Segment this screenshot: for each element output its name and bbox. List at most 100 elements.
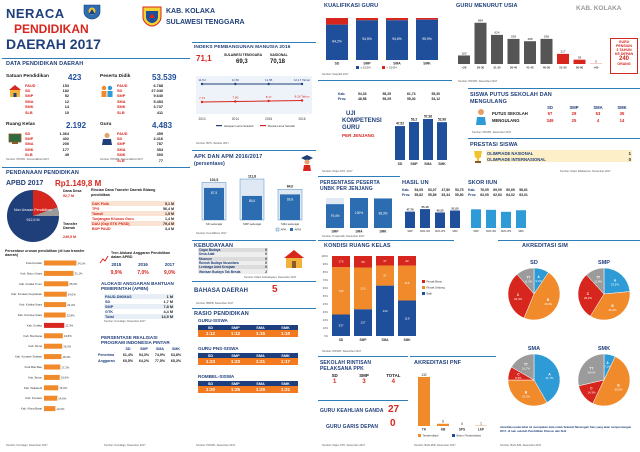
pie-center-label: Non Urusan Pendidikan	[14, 208, 52, 212]
score-cell: 64,02	[506, 192, 515, 197]
kondisi-y-tick: 20%	[323, 318, 329, 322]
kualifikasi-source: Sumber: Dapodik 2017	[322, 73, 349, 76]
apk-legend-swatch	[275, 227, 280, 232]
hbar-label: Kab. Konawe Selatan	[15, 355, 42, 359]
hbar-value-label: 17,2%	[61, 365, 69, 369]
transfer-label: Transfer Daerah	[63, 222, 78, 230]
kv-key: DAK Fisik	[92, 201, 109, 206]
akreditasi-slice-label: C	[590, 387, 593, 391]
kondisi-title: KONDISI RUANG KELAS	[324, 243, 391, 249]
ipm-legend-harapan-swatch	[216, 125, 222, 127]
rasio-header-cell: SD	[207, 381, 214, 386]
putus-cell: 29	[571, 111, 577, 116]
kv-value: 0	[265, 265, 267, 270]
rombel-table: SD SMP SMA SMK 1:20 1:25 1:29 1:21	[198, 381, 298, 393]
pnf-legend-swatch-1	[418, 434, 421, 437]
akreditasi-slice-label: B	[525, 390, 528, 394]
kondisi-sedang-label: 57	[383, 274, 387, 278]
kv-key: SMP	[25, 137, 34, 142]
apm-value-label: 65,6	[249, 199, 255, 203]
sad-student-icon	[474, 108, 488, 126]
kv-value: 4,4 M	[163, 309, 174, 314]
rasio-header: SD SMP SMA SMK	[198, 325, 298, 330]
pendanaan-source: Sumber: Kemdagri, Desember 2017	[6, 444, 48, 447]
guru-siswa-title: GURU-SISWA	[198, 318, 228, 323]
score-row-label: Prov.	[468, 192, 477, 197]
hbar-bar	[44, 364, 61, 370]
rintisan-header-cell: TOTAL	[386, 372, 401, 378]
usia-value-label: 183	[461, 51, 466, 55]
satuan-block: Satuan Pendidikan 423 PAUD 153 SD 182 SMP 52 S…	[6, 73, 96, 118]
hbar-label: Kab. Muna	[28, 344, 42, 348]
uji-title-3: GURU	[342, 125, 360, 131]
kv-row: SMK 14	[24, 105, 70, 110]
kv-row: PAUD 6.788	[116, 83, 164, 88]
kv-value: 49	[64, 153, 69, 158]
rasio-row: 1:20 1:25 1:29 1:21	[198, 386, 298, 393]
hbar-label: Kab. Muna Barat	[21, 407, 42, 411]
kv-key: SMP	[117, 142, 126, 147]
kv-row: SMP 9.640	[116, 94, 164, 99]
kondisi-rusak-bar	[398, 256, 416, 266]
kondisi-baik-label: 337	[338, 323, 343, 327]
kv-value: 0	[265, 248, 267, 253]
prestasi-rows: OLIMPIADE NASIONAL 1 OLIMPIADE INTERNASION…	[486, 150, 632, 162]
usia-bar	[458, 55, 470, 64]
usia-bar	[524, 41, 536, 64]
kv-value: 77	[158, 158, 163, 163]
kv-key: SMK	[117, 153, 126, 158]
putus-table: SD SMP SMA SMK PUTUS SEKOLAH 57 29 53 35 MENGULAN…	[492, 104, 638, 124]
kv-key: Desa Adat	[199, 252, 215, 257]
akreditasi-slice-value: 11,8%	[594, 279, 602, 283]
rintisan-header: SD SMP TOTAL	[320, 372, 408, 378]
kualifikasi-category: SMA	[393, 62, 401, 66]
kv-value: 2	[265, 269, 267, 274]
apm-legend: APM	[295, 228, 302, 232]
kondisi-y-tick: 50%	[323, 294, 329, 298]
kv-row: Cagar Budaya 0	[198, 248, 268, 253]
kondisi-panel: KONDISI RUANG KELAS	[318, 240, 454, 356]
kondisi-sedang-bar	[332, 267, 350, 315]
kv-row: SLB 49	[24, 153, 70, 158]
ipm-title: INDEKS PEMBANGUNAN MANUSIA 2016	[194, 45, 291, 50]
kv-row: OLIMPIADE INTERNASIONAL 0	[486, 156, 632, 162]
kondisi-rusak-bar	[332, 256, 350, 268]
tren-icon	[99, 251, 109, 264]
kv-row: SLB 10	[24, 110, 70, 115]
usia-value-label: 217	[560, 50, 565, 54]
akreditasi-slice-value: 29,4%	[584, 296, 592, 300]
realisasi-source: Sumber: Kemdagri, Desember 2017	[104, 444, 146, 447]
pensiun-note-5: 240	[618, 56, 629, 62]
pnf-bar	[437, 423, 449, 426]
kebudayaan-rows: Cagar Budaya 0 Desa Adat 0 Museum 0 Rumah Buda…	[198, 248, 268, 274]
ipm-point-rerata	[267, 99, 270, 103]
hbar-bar	[44, 281, 69, 287]
kv-value: 402	[62, 137, 69, 142]
kv-key: SMA	[25, 142, 34, 147]
tren-value: 9,0%	[163, 270, 176, 276]
hbar-value-label: 14,0%	[58, 397, 66, 401]
kondisi-legend: Rusak Sedang	[427, 286, 446, 290]
kv-row: SD 1,7 M	[104, 299, 174, 304]
akreditasi-pie-title: SMK	[598, 346, 610, 352]
rasio-header-cell: SMP	[231, 381, 240, 386]
apbd-label: APBD 2017	[6, 180, 44, 187]
kv-value: 9.640	[153, 94, 163, 99]
score-cell: 48,58	[358, 96, 367, 101]
usia-category: <26	[462, 66, 467, 70]
score-category: SMP	[407, 229, 413, 233]
score-category: SMA IPS	[501, 229, 512, 233]
rasio-cell: 1:10	[280, 331, 291, 336]
kv-key: SMP	[117, 94, 126, 99]
akreditasi-slice-label: TT	[526, 275, 530, 279]
header-title-1: NERACA	[6, 6, 65, 21]
akreditasi-slice-value: 46,9%	[544, 302, 552, 306]
score-row-label: Prov.	[338, 96, 347, 101]
kv-value: 7,8 M	[163, 304, 174, 309]
kv-value: 177	[62, 147, 69, 152]
kualifikasi-s1	[416, 19, 438, 60]
culture-icon	[282, 248, 306, 270]
hbar-bar	[44, 260, 77, 266]
realisasi-row-label: Penerima	[98, 353, 115, 357]
hbar-label: Kab. Bombana	[23, 334, 42, 338]
